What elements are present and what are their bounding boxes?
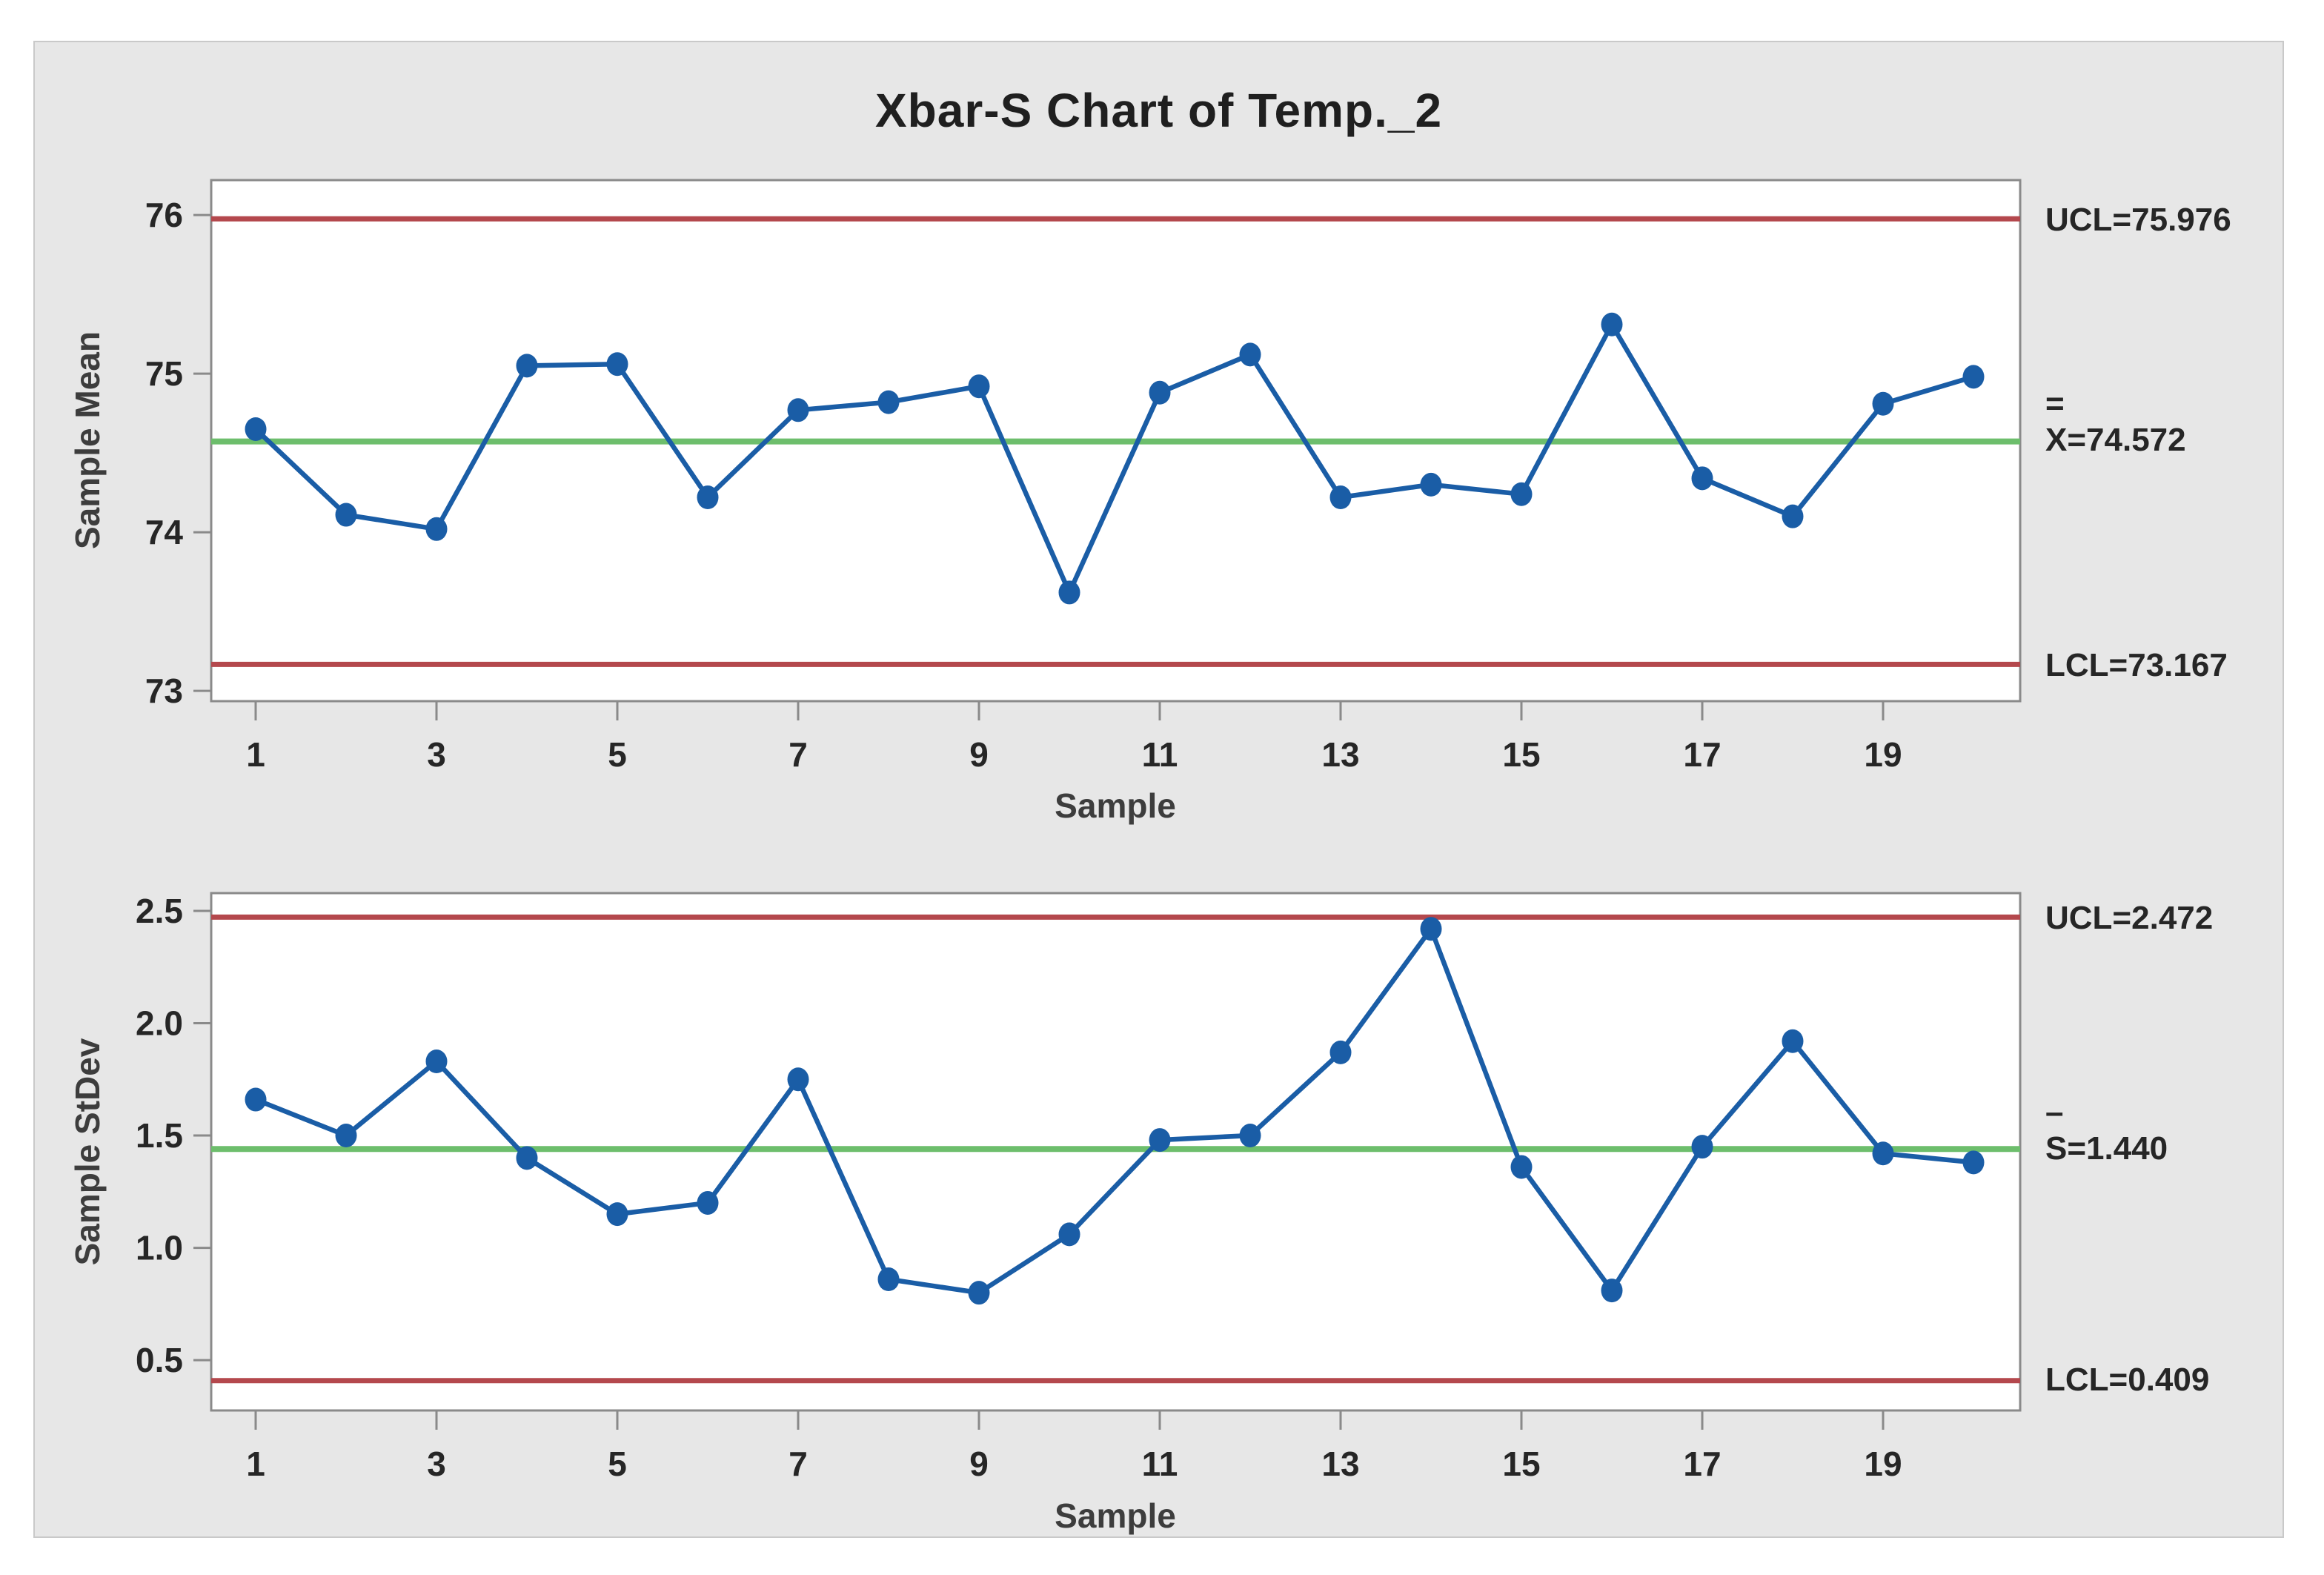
s-chart-data-point [697, 1190, 719, 1215]
s-chart-data-point [1058, 1222, 1080, 1247]
xbar-chart-data-point [1691, 466, 1713, 491]
xbar-chart-data-point [787, 398, 809, 422]
s-chart-data-point [1782, 1029, 1804, 1053]
s-center-label: – S=1.440 [2045, 1095, 2168, 1168]
xbar-chart-x-tick-label: 7 [788, 735, 808, 774]
page-title: Xbar-S Chart of Temp._2 [874, 84, 1443, 137]
s-chart-x-tick-label: 13 [1321, 1445, 1359, 1483]
s-chart-data-point [1872, 1141, 1894, 1166]
xbar-chart-x-tick-label: 9 [969, 735, 989, 774]
xbar-chart-x-tick-label: 15 [1502, 735, 1540, 774]
s-chart-data-point [787, 1067, 809, 1092]
s-bar-glyph: – [2045, 1094, 2064, 1130]
xbar-chart-x-tick-label: 1 [246, 735, 265, 774]
xbar-doublebar-glyph: = [2045, 385, 2065, 422]
s-chart-y-tick-label: 1.5 [136, 1116, 183, 1155]
xbar-chart-data-point [516, 354, 538, 378]
xbar-chart-data-point [1329, 485, 1352, 510]
s-y-axis-label: Sample StDev [68, 1038, 107, 1266]
xbar-y-axis-label: Sample Mean [68, 331, 107, 549]
xbar-chart-data-point [1149, 380, 1171, 405]
s-chart-y-tick-label: 2.0 [136, 1004, 183, 1042]
xbar-chart-x-tick-label: 3 [427, 735, 446, 774]
s-ucl-label: UCL=2.472 [2045, 900, 2214, 936]
xbar-chart-data-point [1872, 391, 1894, 416]
xbar-chart-data-point [1782, 504, 1804, 528]
xbar-chart-data-point [1510, 482, 1533, 506]
xbar-chart-data-point [697, 485, 719, 510]
s-chart-data-point [516, 1146, 538, 1170]
xbar-chart-data-point [877, 390, 900, 414]
xbar-chart-x-tick-label: 5 [608, 735, 627, 774]
s-chart-x-tick-label: 7 [788, 1445, 808, 1483]
s-chart-data-point [606, 1202, 628, 1227]
s-chart-y-tick-label: 1.0 [136, 1229, 183, 1267]
s-chart-data-point [1149, 1128, 1171, 1153]
s-center-value: S=1.440 [2045, 1130, 2168, 1167]
s-chart-data-point [1420, 917, 1442, 941]
s-chart-x-tick-label: 15 [1502, 1445, 1540, 1483]
xbar-chart-data-point [1420, 472, 1442, 497]
s-chart-x-tick-label: 9 [969, 1445, 989, 1483]
s-chart-x-tick-label: 11 [1142, 1445, 1178, 1483]
xbar-chart-data-point [1239, 342, 1261, 367]
s-chart-x-tick-label: 17 [1683, 1445, 1721, 1483]
s-chart-data-point [335, 1124, 357, 1148]
xbar-chart-data-point [1058, 580, 1080, 605]
xbar-center-value: X=74.572 [2045, 422, 2186, 458]
s-chart-x-tick-label: 19 [1864, 1445, 1902, 1483]
s-chart-y-tick-label: 0.5 [136, 1341, 183, 1379]
s-chart-data-point [877, 1267, 900, 1291]
xbar-chart-data-point [1962, 365, 1985, 389]
s-chart-data-point [968, 1281, 990, 1305]
xbar-chart-data-point [425, 517, 448, 541]
s-chart-series-line [253, 926, 1976, 1296]
xbar-chart-data-point [335, 503, 357, 527]
xbar-chart-data-point [968, 374, 990, 399]
xbar-chart-data-point [245, 417, 267, 441]
s-chart-data-point [1691, 1135, 1713, 1159]
s-chart-x-tick-label: 3 [427, 1445, 446, 1483]
s-chart-data-point [425, 1050, 448, 1074]
xbar-chart-x-tick-label: 17 [1683, 735, 1721, 774]
xbar-chart-y-tick-label: 74 [145, 513, 184, 551]
xbar-lcl-label: LCL=73.167 [2045, 647, 2228, 683]
s-chart-data-point [245, 1087, 267, 1112]
s-chart-x-tick-label: 1 [246, 1445, 265, 1483]
xbar-chart-series-line [253, 322, 1976, 595]
s-chart-data-point [1510, 1155, 1533, 1179]
s-chart-y-tick-label: 2.5 [136, 892, 183, 930]
xbar-chart-x-tick-label: 11 [1142, 735, 1178, 774]
xbar-chart-data-point [606, 352, 628, 377]
s-lcl-label: LCL=0.409 [2045, 1362, 2210, 1398]
s-x-axis-label: Sample [1055, 1496, 1176, 1535]
xbar-chart-x-tick-label: 13 [1321, 735, 1359, 774]
xbar-chart-y-tick-label: 75 [145, 354, 183, 393]
xbar-chart-data-point [1601, 312, 1623, 336]
s-chart-data-point [1239, 1124, 1261, 1148]
s-chart-x-tick-label: 5 [608, 1445, 627, 1483]
s-chart-data-point [1329, 1040, 1352, 1064]
s-chart-data-point [1601, 1279, 1623, 1303]
xbar-x-axis-label: Sample [1055, 786, 1176, 825]
xbar-center-label: = X=74.572 [2045, 387, 2186, 460]
xbar-chart-y-tick-label: 76 [145, 196, 183, 234]
xbar-chart-y-tick-label: 73 [145, 672, 183, 710]
xbar-chart-x-tick-label: 19 [1864, 735, 1902, 774]
xbar-ucl-label: UCL=75.976 [2045, 202, 2231, 238]
s-chart-data-point [1962, 1150, 1985, 1175]
